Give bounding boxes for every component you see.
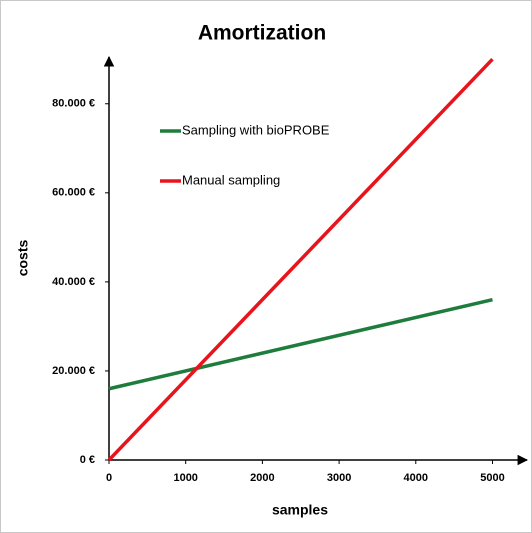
- x-axis-label: samples: [272, 502, 328, 518]
- x-tick-label: 4000: [404, 472, 428, 484]
- y-tick-label: 20.000 €: [52, 365, 95, 377]
- y-axis-label: costs: [15, 240, 31, 277]
- y-tick-label: 60.000 €: [52, 187, 95, 199]
- x-tick-label: 5000: [480, 472, 504, 484]
- legend-label: Manual sampling: [182, 172, 280, 187]
- x-tick-label: 3000: [327, 472, 351, 484]
- y-tick-label: 0 €: [80, 454, 95, 466]
- chart-title: Amortization: [198, 22, 326, 45]
- series-line: [107, 58, 494, 462]
- legend-label: Sampling with bioPROBE: [182, 122, 330, 137]
- x-tick-label: 0: [106, 472, 112, 484]
- series-line: [108, 297, 493, 391]
- y-tick-label: 40.000 €: [52, 276, 95, 288]
- y-tick-label: 80.000 €: [52, 98, 95, 110]
- x-tick-label: 2000: [250, 472, 274, 484]
- x-tick-label: 1000: [173, 472, 197, 484]
